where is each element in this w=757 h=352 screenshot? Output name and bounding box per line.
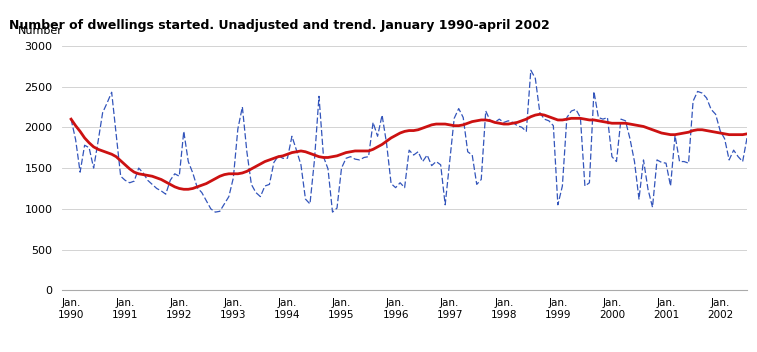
- Text: Number: Number: [17, 26, 62, 36]
- Text: Number of dwellings started. Unadjusted and trend. January 1990-april 2002: Number of dwellings started. Unadjusted …: [9, 19, 550, 32]
